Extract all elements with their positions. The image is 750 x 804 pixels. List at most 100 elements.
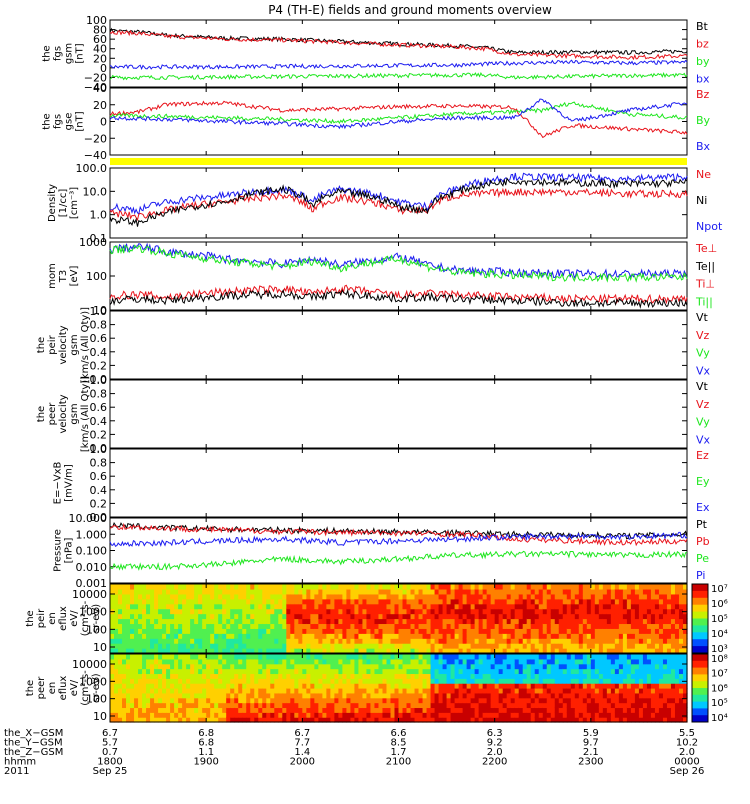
spectrogram-cell	[358, 673, 364, 679]
spectrogram-cell	[278, 668, 283, 675]
spectrogram-cell	[358, 658, 364, 665]
spectrogram-cell	[382, 593, 388, 600]
spectrogram-cell	[210, 717, 215, 723]
spectrogram-cell	[122, 663, 127, 670]
y-axis-label-line: [eV]	[69, 266, 80, 287]
spectrogram-cell	[626, 688, 632, 694]
spectrogram-cell	[342, 668, 348, 675]
spectrogram-cell	[378, 643, 384, 649]
spectrogram-cell	[546, 663, 552, 670]
spectrogram-cell	[334, 654, 339, 660]
spectrogram-cell	[526, 663, 532, 670]
spectrogram-cell	[542, 717, 548, 723]
spectrogram-cell	[222, 692, 227, 699]
spectrogram-cell	[506, 584, 512, 590]
spectrogram-cell	[354, 678, 360, 684]
spectrogram-cell	[538, 613, 544, 620]
spectrogram-cell	[562, 702, 568, 709]
spectrogram-cell	[130, 717, 135, 723]
spectrogram-cell	[386, 618, 392, 625]
spectrogram-cell	[338, 588, 344, 595]
spectrogram-cell	[374, 692, 380, 699]
colorbar-segment	[692, 644, 708, 647]
legend-entry: Npot	[696, 220, 723, 233]
spectrogram-cell	[502, 618, 508, 625]
spectrogram-cell	[638, 584, 644, 590]
spectrogram-cell	[318, 688, 323, 694]
spectrogram-cell	[438, 668, 444, 675]
spectrogram-cell	[322, 697, 327, 704]
spectrogram-cell	[614, 633, 620, 639]
spectrogram-cell	[302, 688, 307, 694]
spectrogram-cell	[506, 638, 512, 644]
spectrogram-cell	[490, 608, 496, 615]
spectrogram-cell	[510, 654, 516, 660]
spectrogram-cell	[330, 697, 335, 704]
y-axis-label-line: [km/s (All Qty)]	[80, 307, 91, 383]
spectrogram-cell	[246, 688, 251, 694]
spectrogram-cell	[142, 584, 147, 590]
spectrogram-cell	[598, 712, 604, 718]
spectrogram-cell	[538, 688, 544, 694]
spectrogram-cell	[458, 683, 464, 689]
spectrogram-cell	[626, 673, 632, 679]
spectrogram-cell	[162, 584, 167, 590]
spectrogram-cell	[498, 613, 504, 620]
spectrogram-cell	[366, 688, 372, 694]
spectrogram-cell	[438, 633, 444, 639]
spectrogram-cell	[362, 683, 368, 689]
spectrogram-cell	[306, 707, 311, 713]
spectrogram-cell	[442, 702, 448, 709]
colorbar-segment	[692, 708, 708, 711]
spectrogram-cell	[262, 593, 267, 600]
spectrogram-cell	[486, 633, 492, 639]
spectrogram-cell	[234, 673, 239, 679]
spectrogram-cell	[610, 638, 616, 644]
spectrogram-cell	[374, 584, 380, 590]
spectrogram-cell	[658, 688, 664, 694]
spectrogram-cell	[306, 702, 311, 709]
spectrogram-cell	[466, 613, 472, 620]
spectrogram-cell	[382, 683, 388, 689]
spectrogram-cell	[298, 707, 303, 713]
spectrogram-cell	[606, 603, 612, 610]
spectrogram-cell	[282, 588, 287, 595]
spectrogram-cell	[590, 603, 596, 610]
spectrogram-cell	[390, 658, 396, 665]
spectrogram-cell	[498, 702, 504, 709]
spectrogram-cell	[314, 598, 319, 605]
spectrogram-cell	[150, 603, 155, 610]
spectrogram-cell	[522, 584, 528, 590]
spectrogram-cell	[570, 697, 576, 704]
spectrogram-cell	[394, 633, 400, 639]
spectrogram-cell	[450, 623, 456, 629]
series-line-Bx	[109, 98, 688, 130]
spectrogram-cell	[214, 668, 219, 675]
spectrogram-cell	[434, 717, 440, 723]
y-axis-label-line: gsm	[69, 334, 80, 355]
spectrogram-cell	[630, 688, 636, 694]
spectrogram-cell	[598, 648, 604, 654]
spectrogram-cell	[214, 717, 219, 723]
y-axis-label-line: eV/	[69, 610, 80, 627]
spectrogram-cell	[374, 593, 380, 600]
spectrogram-cell	[174, 658, 179, 665]
spectrogram-cell	[346, 618, 352, 625]
spectrogram-cell	[178, 593, 183, 600]
spectrogram-cell	[602, 668, 608, 675]
spectrogram-cell	[514, 584, 520, 590]
spectrogram-cell	[642, 643, 648, 649]
spectrogram-cell	[474, 608, 480, 615]
spectrogram-cell	[474, 633, 480, 639]
spectrogram-cell	[462, 638, 468, 644]
spectrogram-cell	[190, 648, 195, 654]
spectrogram-cell	[266, 673, 271, 679]
spectrogram-cell	[298, 683, 303, 689]
spectrogram-cell	[126, 702, 131, 709]
spectrogram-cell	[594, 658, 600, 665]
spectrogram-cell	[358, 697, 364, 704]
spectrogram-cell	[206, 638, 211, 644]
spectrogram-cell	[554, 702, 560, 709]
spectrogram-cell	[618, 697, 624, 704]
spectrogram-cell	[146, 613, 151, 620]
